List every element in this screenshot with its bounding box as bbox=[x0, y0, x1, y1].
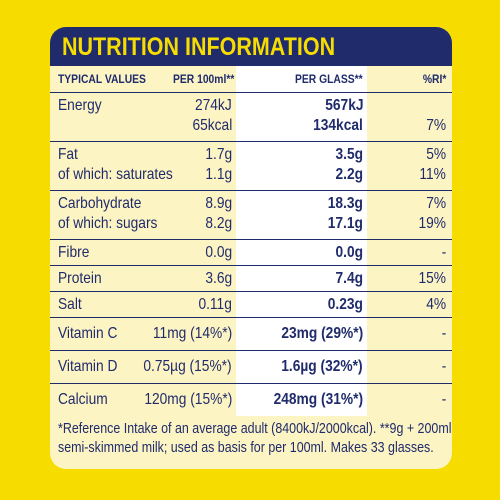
ri-value: - bbox=[441, 244, 446, 261]
row-per-glass-cell: 1.6µg (32%*) bbox=[236, 350, 367, 384]
row-per-glass-cell: 23mg (29%*) bbox=[236, 317, 367, 351]
per-100ml-value: 1.7g bbox=[205, 146, 232, 163]
ri-value: 11% bbox=[419, 166, 446, 183]
nutrition-table: TYPICAL VALUES PER 100ml** PER GLASS** %… bbox=[50, 66, 452, 416]
panel-title: NUTRITION INFORMATION bbox=[50, 27, 452, 66]
per-glass-value: 2.2g bbox=[335, 166, 363, 183]
footnote-line-2: semi-skimmed milk; used as basis for per… bbox=[58, 439, 434, 456]
nutrient-label: Energy bbox=[58, 97, 102, 114]
row-per-glass-cell: 567kJ 134kcal bbox=[236, 92, 367, 142]
header-ri: %RI* bbox=[422, 72, 446, 86]
per-glass-value: 248mg (31%*) bbox=[273, 391, 363, 408]
table-row: Protein 3.6g 7.4g 15% bbox=[50, 265, 452, 292]
row-per-glass-cell: 0.0g bbox=[236, 239, 367, 266]
row-ri-cell: 7% bbox=[367, 92, 452, 142]
nutrient-label: Carbohydrate bbox=[58, 195, 142, 212]
nutrient-label: Calcium bbox=[58, 391, 108, 408]
ri-value: 7% bbox=[426, 117, 446, 134]
header-ri-cell: %RI* bbox=[367, 66, 452, 93]
row-ri-cell: - bbox=[367, 239, 452, 266]
header-per-100ml: PER 100ml** bbox=[172, 72, 234, 86]
ri-value: - bbox=[441, 391, 446, 408]
ri-value: 19% bbox=[418, 215, 446, 232]
per-glass-value: 134kcal bbox=[313, 117, 363, 134]
per-100ml-value: 8.9g bbox=[205, 195, 232, 212]
header-per-glass-cell: PER GLASS** bbox=[236, 66, 367, 93]
row-per-glass-cell: 7.4g bbox=[236, 265, 367, 292]
row-ri-cell: - bbox=[367, 317, 452, 351]
row-ri-cell: - bbox=[367, 383, 452, 416]
row-label-per100-cell: Fibre 0.0g bbox=[50, 239, 236, 266]
ri-value: 5% bbox=[426, 146, 446, 163]
per-glass-value: 0.0g bbox=[335, 244, 363, 261]
nutrient-label: of which: saturates bbox=[58, 166, 173, 183]
per-glass-value: 0.23g bbox=[327, 296, 363, 313]
per-100ml-value: 0.75µg (15%*) bbox=[143, 358, 232, 375]
per-glass-value: 17.1g bbox=[327, 215, 363, 232]
ri-value: 4% bbox=[426, 296, 446, 313]
nutrition-panel: NUTRITION INFORMATION TYPICAL VALUES PER… bbox=[50, 27, 452, 469]
row-label-per100-cell: Calcium 120mg (15%*) bbox=[50, 383, 236, 416]
per-glass-value: 7.4g bbox=[335, 270, 363, 287]
ri-value: - bbox=[441, 325, 446, 342]
row-ri-cell: 15% bbox=[367, 265, 452, 292]
table-row: Energy 274kJ 65kcal 567kJ 134kcal 7% bbox=[50, 92, 452, 142]
nutrient-label: Vitamin D bbox=[58, 358, 118, 375]
header-typical-values: TYPICAL VALUES bbox=[58, 72, 146, 86]
ri-value: 15% bbox=[418, 270, 446, 287]
row-label-per100-cell: Vitamin D 0.75µg (15%*) bbox=[50, 350, 236, 384]
header-per-glass: PER GLASS** bbox=[295, 72, 363, 86]
row-label-per100-cell: Fat 1.7g of which: saturates 1.1g bbox=[50, 141, 236, 191]
per-glass-value: 23mg (29%*) bbox=[281, 325, 363, 342]
ri-value: 7% bbox=[426, 195, 446, 212]
per-100ml-value: 3.6g bbox=[205, 270, 232, 287]
per-100ml-value: 0.11g bbox=[198, 296, 232, 313]
footnote: *Reference Intake of an average adult (8… bbox=[58, 419, 452, 457]
footnote-line-1: *Reference Intake of an average adult (8… bbox=[58, 420, 452, 437]
per-100ml-value: 8.2g bbox=[205, 215, 232, 232]
row-per-glass-cell: 0.23g bbox=[236, 291, 367, 318]
row-label-per100-cell: Vitamin C 11mg (14%*) bbox=[50, 317, 236, 351]
table-row: Carbohydrate 8.9g of which: sugars 8.2g 18.3… bbox=[50, 190, 452, 240]
nutrient-label: Fat bbox=[58, 146, 78, 163]
nutrient-label: Salt bbox=[58, 296, 82, 313]
nutrient-label: Protein bbox=[58, 270, 102, 287]
per-100ml-value: 11mg (14%*) bbox=[152, 325, 232, 342]
per-glass-value: 1.6µg (32%*) bbox=[281, 358, 363, 375]
row-ri-cell: 4% bbox=[367, 291, 452, 318]
row-per-glass-cell: 248mg (31%*) bbox=[236, 383, 367, 416]
table-row: Vitamin C 11mg (14%*) 23mg (29%*) - bbox=[50, 317, 452, 351]
row-per-glass-cell: 18.3g 17.1g bbox=[236, 190, 367, 240]
per-100ml-value: 1.1g bbox=[205, 166, 232, 183]
nutrient-label: of which: sugars bbox=[58, 215, 158, 232]
row-ri-cell: - bbox=[367, 350, 452, 384]
row-label-per100-cell: Protein 3.6g bbox=[50, 265, 236, 292]
table-header-row: TYPICAL VALUES PER 100ml** PER GLASS** %… bbox=[50, 66, 452, 93]
per-100ml-value: 0.0g bbox=[205, 244, 232, 261]
row-per-glass-cell: 3.5g 2.2g bbox=[236, 141, 367, 191]
table-row: Fibre 0.0g 0.0g - bbox=[50, 239, 452, 266]
row-ri-cell: 7% 19% bbox=[367, 190, 452, 240]
table-row: Salt 0.11g 0.23g 4% bbox=[50, 291, 452, 318]
ri-value: - bbox=[441, 358, 446, 375]
nutrient-label: Fibre bbox=[58, 244, 90, 261]
row-label-per100-cell: Carbohydrate 8.9g of which: sugars 8.2g bbox=[50, 190, 236, 240]
per-glass-value: 567kJ bbox=[324, 97, 363, 114]
per-glass-value: 18.3g bbox=[327, 195, 363, 212]
per-100ml-value: 65kcal bbox=[192, 117, 232, 134]
per-100ml-value: 120mg (15%*) bbox=[144, 391, 232, 408]
per-glass-value: 3.5g bbox=[335, 146, 363, 163]
nutrient-label: Vitamin C bbox=[58, 325, 118, 342]
row-label-per100-cell: Energy 274kJ 65kcal bbox=[50, 92, 236, 142]
table-row: Fat 1.7g of which: saturates 1.1g 3.5g 2.2g 5%… bbox=[50, 141, 452, 191]
table-row: Vitamin D 0.75µg (15%*) 1.6µg (32%*) - bbox=[50, 350, 452, 384]
header-typical-per100: TYPICAL VALUES PER 100ml** bbox=[50, 66, 236, 93]
table-row: Calcium 120mg (15%*) 248mg (31%*) - bbox=[50, 383, 452, 416]
row-ri-cell: 5% 11% bbox=[367, 141, 452, 191]
per-100ml-value: 274kJ bbox=[195, 97, 232, 114]
row-label-per100-cell: Salt 0.11g bbox=[50, 291, 236, 318]
